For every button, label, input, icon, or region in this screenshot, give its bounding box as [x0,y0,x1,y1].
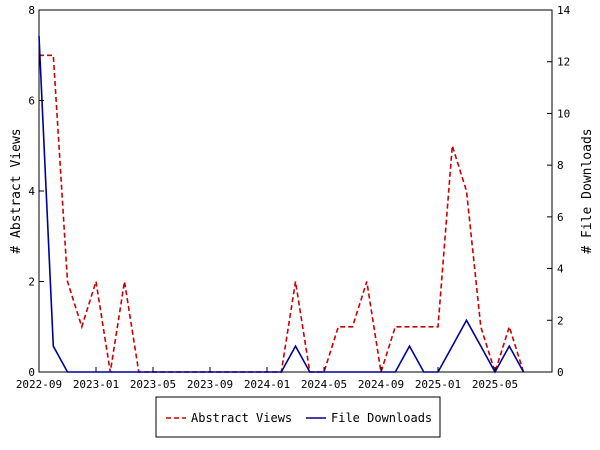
x-axis-tick-label: 2025-01 [415,378,461,391]
left-axis-tick-label: 8 [28,4,35,17]
legend: Abstract Views File Downloads [155,396,441,438]
series-layer [38,35,525,375]
x-axis-tick-label: 2023-09 [187,378,233,391]
legend-label-abstract-views: Abstract Views [191,411,292,425]
x-axis-tick-label: 2024-01 [244,378,290,391]
left-axis-tick-label: 2 [28,276,35,289]
x-axis-tick-label: 2022-09 [16,378,62,391]
right-axis-tick-label: 14 [557,4,571,17]
legend-label-file-downloads: File Downloads [331,411,432,425]
legend-box [155,396,441,438]
left-axis-tick-label: 4 [28,185,35,198]
left-axis-tick-label: 6 [28,95,35,108]
x-axis-tick-label: 2023-05 [130,378,176,391]
right-axis-tick-label: 0 [557,366,564,379]
right-axis-tick-label: 4 [557,263,564,276]
x-axis-tick-label: 2024-09 [358,378,404,391]
right-axis-tick-label: 2 [557,314,564,327]
plot-area [38,9,553,373]
left-axis-title: # Abstract Views [9,128,24,253]
right-axis-tick-label: 8 [557,159,564,172]
series-line-file-downloads [38,35,525,374]
right-axis-tick-label: 12 [557,56,570,69]
plot-frame [38,9,553,373]
x-axis-tick-label: 2025-05 [472,378,518,391]
right-axis-tick-label: 10 [557,107,570,120]
axes-layer: 0 2 4 6 8 0 2 4 6 8 10 12 14 2022-09 2023-01 2023-05 202… [16,4,571,391]
x-axis-tick-label: 2024-05 [301,378,347,391]
right-axis-tick-label: 6 [557,211,564,224]
right-axis-title: # File Downloads [580,128,595,253]
left-axis-tick-label: 0 [28,366,35,379]
x-axis-tick-label: 2023-01 [73,378,119,391]
